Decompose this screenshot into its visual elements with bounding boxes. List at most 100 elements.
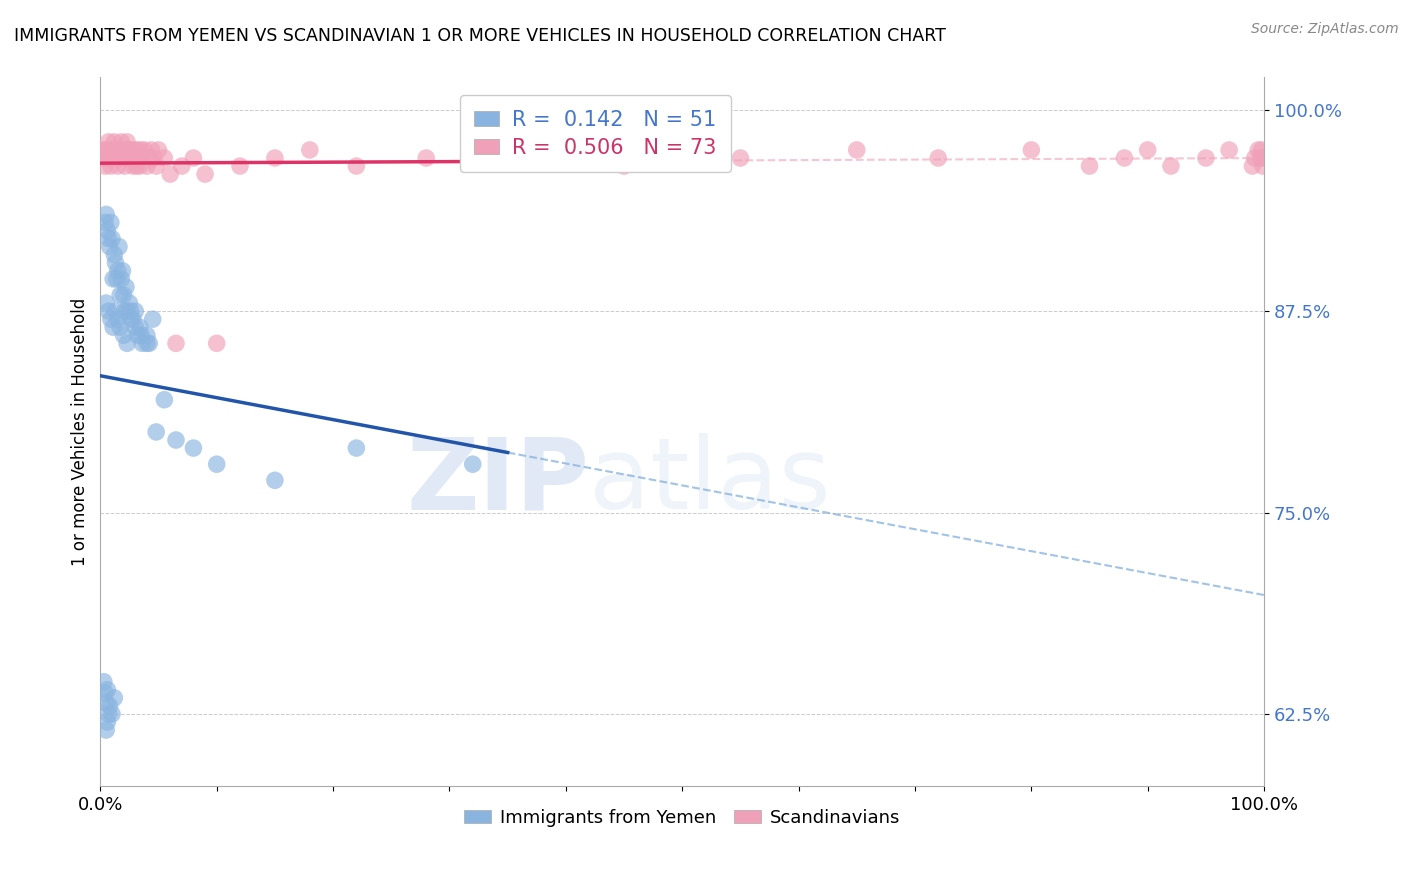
Point — [94, 159, 117, 173]
Point — [1078, 159, 1101, 173]
Point — [115, 336, 138, 351]
Point — [415, 151, 437, 165]
Point — [159, 167, 181, 181]
Point — [120, 312, 142, 326]
Point — [461, 457, 484, 471]
Point — [115, 280, 138, 294]
Point — [613, 159, 636, 173]
Point — [96, 296, 118, 310]
Point — [101, 320, 124, 334]
Point — [100, 312, 122, 326]
Point — [165, 336, 187, 351]
Text: Source: ZipAtlas.com: Source: ZipAtlas.com — [1251, 22, 1399, 37]
Point — [93, 674, 115, 689]
Point — [98, 698, 121, 713]
Point — [129, 159, 152, 173]
Point — [101, 231, 124, 245]
Point — [100, 159, 122, 173]
Point — [108, 240, 131, 254]
Point — [117, 143, 139, 157]
Point — [127, 328, 149, 343]
Point — [129, 320, 152, 334]
Point — [93, 151, 115, 165]
Point — [730, 151, 752, 165]
Point — [927, 151, 949, 165]
Point — [121, 151, 143, 165]
Point — [129, 143, 152, 157]
Point — [205, 336, 228, 351]
Point — [112, 151, 135, 165]
Point — [128, 151, 150, 165]
Point — [104, 304, 127, 318]
Y-axis label: 1 or more Vehicles in Household: 1 or more Vehicles in Household — [72, 298, 89, 566]
Point — [183, 151, 205, 165]
Point — [1247, 143, 1270, 157]
Point — [110, 135, 132, 149]
Point — [124, 151, 146, 165]
Point — [114, 159, 136, 173]
Point — [1114, 151, 1136, 165]
Point — [97, 231, 120, 245]
Point — [170, 159, 193, 173]
Point — [264, 473, 287, 487]
Point — [496, 143, 519, 157]
Point — [118, 296, 141, 310]
Point — [141, 143, 163, 157]
Point — [845, 143, 868, 157]
Point — [115, 143, 138, 157]
Point — [104, 143, 127, 157]
Point — [96, 207, 118, 221]
Point — [1021, 143, 1043, 157]
Point — [94, 686, 117, 700]
Point — [96, 143, 118, 157]
Point — [229, 159, 252, 173]
Point — [138, 336, 160, 351]
Point — [135, 328, 157, 343]
Point — [97, 135, 120, 149]
Point — [142, 151, 165, 165]
Point — [94, 215, 117, 229]
Point — [98, 143, 121, 157]
Point — [107, 159, 129, 173]
Point — [1160, 159, 1182, 173]
Point — [96, 223, 118, 237]
Point — [103, 248, 125, 262]
Point — [103, 135, 125, 149]
Point — [138, 151, 160, 165]
Point — [115, 135, 138, 149]
Point — [298, 143, 321, 157]
Point — [125, 159, 148, 173]
Point — [96, 682, 118, 697]
Point — [103, 690, 125, 705]
Point — [1250, 143, 1272, 157]
Point — [97, 706, 120, 721]
Point — [134, 143, 156, 157]
Legend: Immigrants from Yemen, Scandinavians: Immigrants from Yemen, Scandinavians — [457, 802, 908, 834]
Point — [122, 143, 145, 157]
Text: IMMIGRANTS FROM YEMEN VS SCANDINAVIAN 1 OR MORE VEHICLES IN HOUSEHOLD CORRELATIO: IMMIGRANTS FROM YEMEN VS SCANDINAVIAN 1 … — [14, 27, 946, 45]
Point — [108, 320, 131, 334]
Point — [108, 143, 131, 157]
Point — [122, 312, 145, 326]
Point — [96, 151, 118, 165]
Point — [344, 159, 367, 173]
Point — [344, 441, 367, 455]
Point — [101, 272, 124, 286]
Point — [1243, 151, 1265, 165]
Point — [96, 714, 118, 729]
Point — [1251, 159, 1274, 173]
Point — [108, 288, 131, 302]
Point — [131, 151, 153, 165]
Point — [96, 696, 118, 710]
Point — [145, 425, 167, 439]
Point — [114, 304, 136, 318]
Text: atlas: atlas — [589, 434, 831, 530]
Point — [135, 159, 157, 173]
Point — [122, 159, 145, 173]
Point — [110, 272, 132, 286]
Point — [105, 272, 128, 286]
Point — [142, 312, 165, 326]
Point — [107, 264, 129, 278]
Point — [111, 264, 134, 278]
Point — [105, 151, 128, 165]
